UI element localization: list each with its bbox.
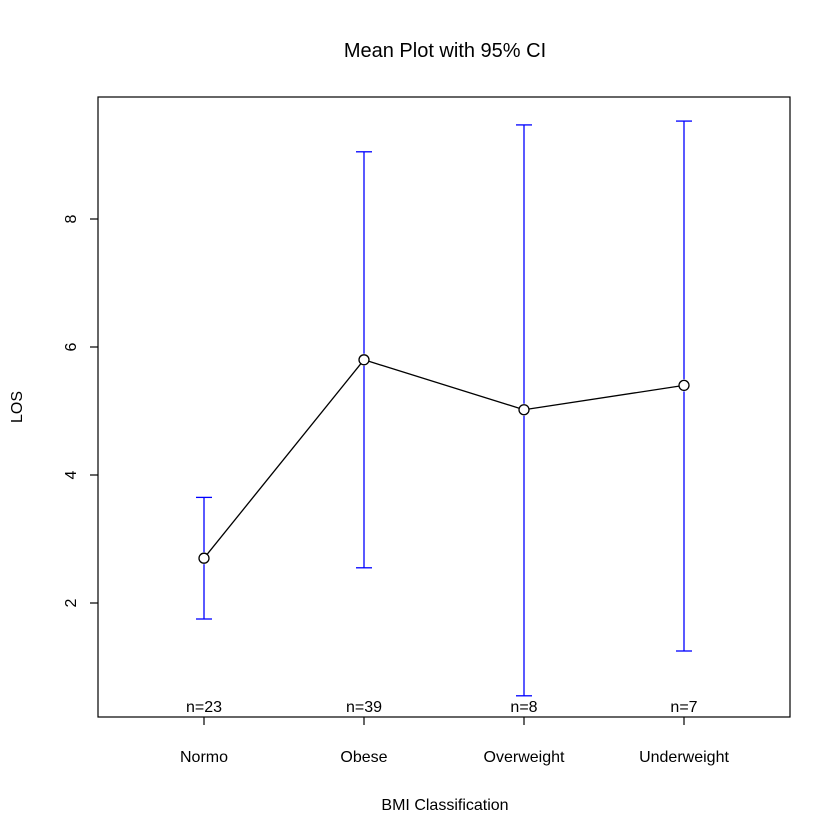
chart-title: Mean Plot with 95% CI xyxy=(344,40,546,62)
sample-size-label: n=39 xyxy=(346,699,382,716)
x-tick-label: Underweight xyxy=(639,749,729,766)
x-tick-label: Normo xyxy=(180,749,228,766)
mean-point xyxy=(358,354,370,366)
mean-line-segment xyxy=(368,360,520,409)
sample-size-label: n=7 xyxy=(670,699,697,716)
error-bar xyxy=(196,496,212,620)
plot-frame xyxy=(97,96,791,718)
sample-size-label: n=23 xyxy=(186,699,222,716)
y-axis-label: LOS xyxy=(9,391,26,423)
y-tick-label: 6 xyxy=(63,342,80,351)
mean-line xyxy=(206,360,680,555)
error-bar xyxy=(516,124,532,697)
error-bars xyxy=(196,120,692,697)
x-tick-label: Overweight xyxy=(484,749,565,766)
mean-point xyxy=(678,379,690,392)
mean-point xyxy=(198,552,210,564)
y-tick-label: 8 xyxy=(63,214,80,223)
error-bar xyxy=(356,151,372,569)
x-axis: Normo Obese Overweight Underweight xyxy=(180,717,729,766)
x-tick-label: Obese xyxy=(340,749,387,766)
y-tick-label: 2 xyxy=(63,598,80,607)
sample-size-labels: n=23 n=39 n=8 n=7 xyxy=(186,699,698,716)
y-tick-label: 4 xyxy=(63,470,80,479)
mean-line-segment xyxy=(206,363,362,555)
y-axis: 2 4 6 8 xyxy=(63,214,98,607)
x-axis-label: BMI Classification xyxy=(381,797,508,814)
mean-point xyxy=(518,404,530,416)
sample-size-label: n=8 xyxy=(510,699,537,716)
mean-line-segment xyxy=(528,385,680,410)
error-bar xyxy=(676,120,692,652)
mean-points xyxy=(198,354,690,564)
